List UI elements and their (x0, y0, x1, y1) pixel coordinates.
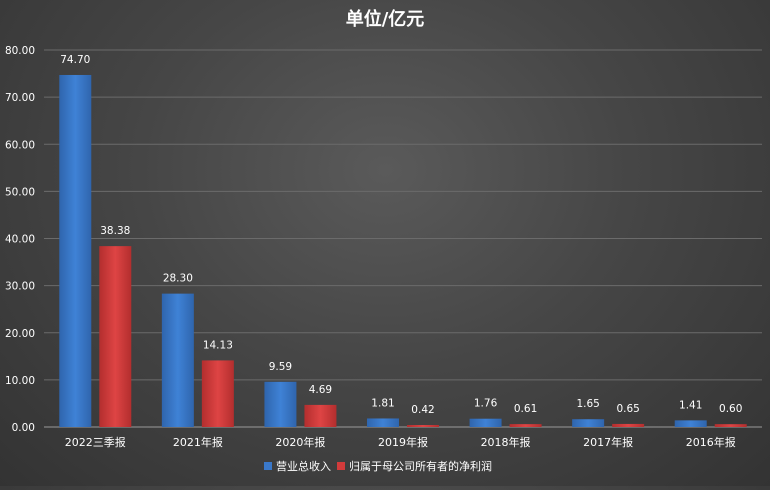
legend-label-revenue: 营业总收入 (276, 459, 331, 473)
data-label: 28.30 (163, 273, 193, 285)
y-tick-label: 30.00 (5, 281, 35, 293)
x-tick-label: 2022三季报 (65, 435, 126, 449)
y-tick-label: 10.00 (5, 375, 35, 387)
legend-label-net-profit: 归属于母公司所有者的净利润 (349, 459, 492, 473)
bar-revenue (161, 293, 194, 427)
data-label: 4.69 (309, 384, 332, 396)
x-tick-label: 2021年报 (173, 435, 223, 449)
chart-title: 单位/亿元 (346, 8, 425, 30)
bar-net-profit (509, 424, 542, 427)
bar-net-profit (304, 404, 337, 427)
y-tick-label: 80.00 (5, 45, 35, 57)
y-tick-label: 70.00 (5, 92, 35, 104)
x-tick-label: 2020年报 (275, 435, 325, 449)
bar-revenue (469, 418, 502, 427)
data-label: 0.61 (514, 403, 537, 415)
bar-revenue (572, 419, 605, 427)
x-tick-label: 2016年报 (686, 435, 736, 449)
bar-revenue (264, 381, 297, 427)
bar-net-profit (201, 360, 234, 427)
y-axis-ticks: 0.00 10.00 20.00 30.00 40.00 50.00 60.00 70.00 8… (5, 45, 35, 434)
data-label: 74.70 (60, 54, 90, 66)
data-label: 38.38 (100, 225, 130, 237)
data-label: 1.76 (474, 398, 498, 410)
x-tick-label: 2019年报 (378, 435, 428, 449)
data-label: 14.13 (203, 339, 233, 351)
x-axis-ticks: 2022三季报 2021年报 2020年报 2019年报 2018年报 2017年报 201… (65, 435, 736, 449)
bar-net-profit (99, 246, 132, 427)
data-label: 1.81 (371, 397, 394, 409)
bar-net-profit (407, 425, 439, 427)
data-label: 1.65 (576, 398, 599, 410)
x-tick-label: 2018年报 (481, 435, 531, 449)
y-tick-label: 40.00 (5, 234, 35, 246)
bar-revenue (367, 418, 399, 427)
y-tick-label: 50.00 (5, 186, 35, 198)
data-label: 0.65 (616, 403, 639, 415)
data-label: 0.60 (719, 403, 742, 415)
data-label: 0.42 (411, 404, 434, 416)
data-labels: 74.70 38.38 28.30 14.13 9.59 4.69 1.81 0.42 1.76… (60, 54, 742, 416)
legend-swatch-net-profit (337, 462, 345, 470)
y-tick-label: 20.00 (5, 328, 35, 340)
legend-swatch-revenue (264, 462, 272, 470)
y-tick-label: 60.00 (5, 139, 35, 151)
bars (59, 74, 747, 427)
x-tick-label: 2017年报 (583, 435, 633, 449)
data-label: 1.41 (679, 399, 702, 411)
bar-revenue (674, 420, 707, 427)
bar-revenue (59, 74, 92, 427)
y-tick-label: 0.00 (12, 422, 35, 434)
grid-lines (44, 49, 762, 428)
bar-net-profit (612, 423, 645, 427)
bar-net-profit (714, 424, 747, 427)
legend: 营业总收入 归属于母公司所有者的净利润 (264, 459, 492, 473)
data-label: 9.59 (269, 361, 292, 373)
